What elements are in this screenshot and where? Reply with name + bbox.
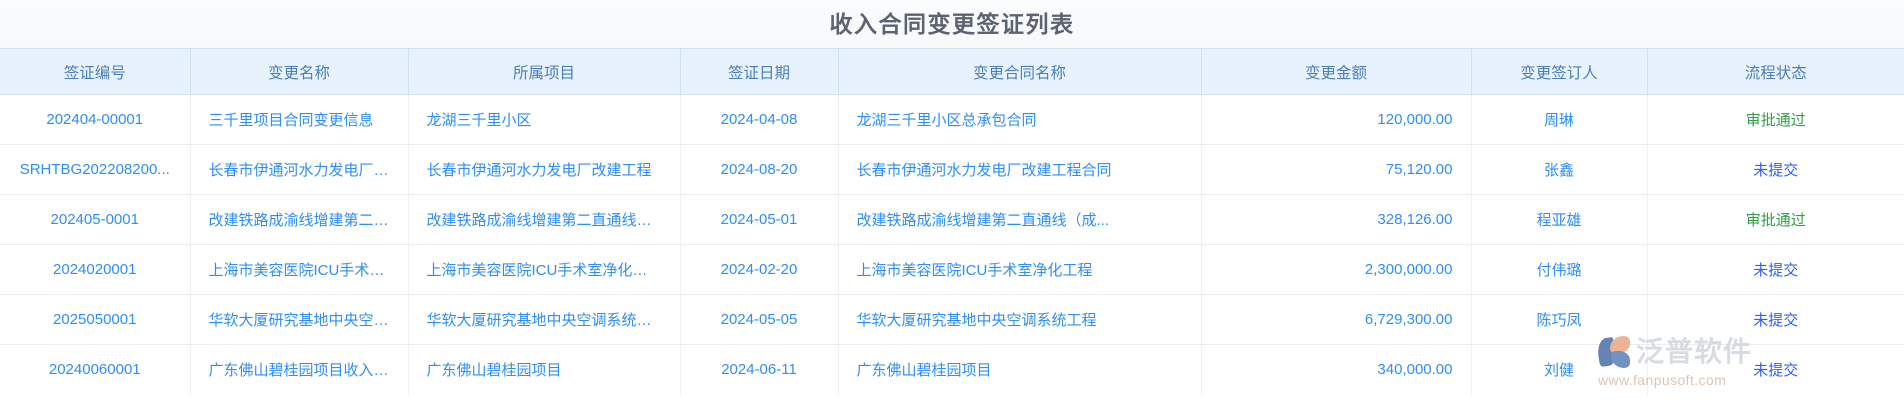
page-title: 收入合同变更签证列表 [829,10,1075,37]
column-header-amount[interactable]: 变更金额 [1201,48,1472,95]
cell-contract-name[interactable]: 改建铁路成渝线增建第二直通线（成... [838,194,1202,245]
cell-contract-name[interactable]: 长春市伊通河水力发电厂改建工程合同 [838,144,1202,195]
cell-date: 2024-08-20 [680,144,839,195]
cell-contract-name[interactable]: 广东佛山碧桂园项目 [838,344,1202,395]
cell-status[interactable]: 未提交 [1647,344,1904,395]
column-header-code[interactable]: 签证编号 [0,48,191,95]
cell-code[interactable]: 2025050001 [0,294,191,345]
cell-change-name[interactable]: 长春市伊通河水力发电厂改... [190,144,409,195]
cell-code[interactable]: SRHTBG202208200... [0,144,191,195]
change-visa-table: 签证编号 变更名称 所属项目 签证日期 变更合同名称 变更金额 变更签订人 流程… [0,48,1904,395]
cell-signer[interactable]: 程亚雄 [1471,194,1648,245]
table-row[interactable]: SRHTBG202208200... 长春市伊通河水力发电厂改... 长春市伊通河水… [0,144,1904,195]
cell-project[interactable]: 广东佛山碧桂园项目 [408,344,681,395]
cell-status[interactable]: 未提交 [1647,294,1904,345]
cell-change-name[interactable]: 三千里项目合同变更信息 [190,94,409,145]
cell-amount: 120,000.00 [1201,94,1472,145]
table-row[interactable]: 202405-0001 改建铁路成渝线增建第二直... 改建铁路成渝线增建第二直通线… [0,194,1904,245]
table-body: 202404-00001 三千里项目合同变更信息 龙湖三千里小区 2024-04-08… [0,94,1904,395]
cell-signer[interactable]: 刘健 [1471,344,1648,395]
cell-signer[interactable]: 周琳 [1471,94,1648,145]
column-header-contract-name[interactable]: 变更合同名称 [838,48,1202,95]
cell-code[interactable]: 202404-00001 [0,94,191,145]
cell-amount: 2,300,000.00 [1201,244,1472,295]
cell-change-name[interactable]: 改建铁路成渝线增建第二直... [190,194,409,245]
table-header-row: 签证编号 变更名称 所属项目 签证日期 变更合同名称 变更金额 变更签订人 流程… [0,48,1904,95]
table-row[interactable]: 2024020001 上海市美容医院ICU手术室净... 上海市美容医院ICU手术室… [0,244,1904,295]
column-header-project[interactable]: 所属项目 [408,48,681,95]
cell-project[interactable]: 长春市伊通河水力发电厂改建工程 [408,144,681,195]
table-head: 签证编号 变更名称 所属项目 签证日期 变更合同名称 变更金额 变更签订人 流程… [0,48,1904,95]
cell-change-name[interactable]: 华软大厦研究基地中央空调... [190,294,409,345]
cell-signer[interactable]: 张鑫 [1471,144,1648,195]
cell-project[interactable]: 改建铁路成渝线增建第二直通线（成... [408,194,681,245]
cell-contract-name[interactable]: 上海市美容医院ICU手术室净化工程 [838,244,1202,295]
cell-code[interactable]: 20240060001 [0,344,191,395]
cell-amount: 6,729,300.00 [1201,294,1472,345]
cell-date: 2024-04-08 [680,94,839,145]
table-row[interactable]: 2025050001 华软大厦研究基地中央空调... 华软大厦研究基地中央空调系统工… [0,294,1904,345]
cell-amount: 340,000.00 [1201,344,1472,395]
column-header-signer[interactable]: 变更签订人 [1471,48,1648,95]
cell-project[interactable]: 上海市美容医院ICU手术室净化工程 [408,244,681,295]
cell-project[interactable]: 华软大厦研究基地中央空调系统工程 [408,294,681,345]
cell-code[interactable]: 202405-0001 [0,194,191,245]
cell-change-name[interactable]: 上海市美容医院ICU手术室净... [190,244,409,295]
cell-date: 2024-06-11 [680,344,839,395]
cell-date: 2024-02-20 [680,244,839,295]
cell-status[interactable]: 审批通过 [1647,194,1904,245]
cell-status[interactable]: 未提交 [1647,144,1904,195]
cell-date: 2024-05-01 [680,194,839,245]
cell-contract-name[interactable]: 华软大厦研究基地中央空调系统工程 [838,294,1202,345]
cell-status[interactable]: 未提交 [1647,244,1904,295]
table-container: 签证编号 变更名称 所属项目 签证日期 变更合同名称 变更金额 变更签订人 流程… [0,48,1904,395]
cell-project[interactable]: 龙湖三千里小区 [408,94,681,145]
cell-status[interactable]: 审批通过 [1647,94,1904,145]
column-header-change-name[interactable]: 变更名称 [190,48,409,95]
cell-change-name[interactable]: 广东佛山碧桂园项目收入合... [190,344,409,395]
cell-date: 2024-05-05 [680,294,839,345]
cell-code[interactable]: 2024020001 [0,244,191,295]
title-bar: 收入合同变更签证列表 [0,0,1904,48]
cell-signer[interactable]: 陈巧凤 [1471,294,1648,345]
column-header-date[interactable]: 签证日期 [680,48,839,95]
cell-amount: 328,126.00 [1201,194,1472,245]
cell-amount: 75,120.00 [1201,144,1472,195]
cell-signer[interactable]: 付伟璐 [1471,244,1648,295]
table-row[interactable]: 202404-00001 三千里项目合同变更信息 龙湖三千里小区 2024-04-08… [0,94,1904,145]
cell-contract-name[interactable]: 龙湖三千里小区总承包合同 [838,94,1202,145]
column-header-status[interactable]: 流程状态 [1647,48,1904,95]
table-row[interactable]: 20240060001 广东佛山碧桂园项目收入合... 广东佛山碧桂园项目 2024-… [0,344,1904,395]
